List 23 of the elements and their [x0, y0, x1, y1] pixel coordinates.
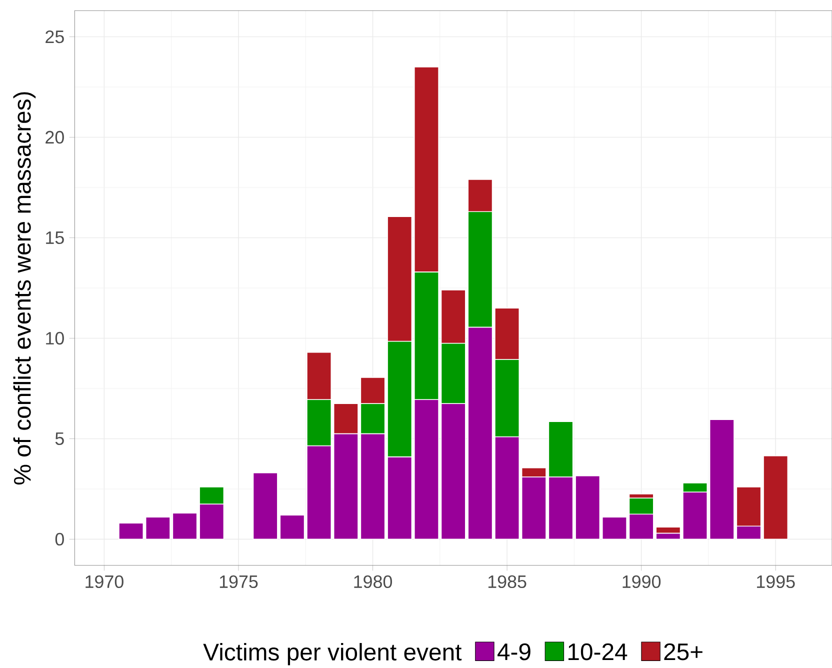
x-tick-label: 1970	[86, 575, 124, 588]
bar	[118, 522, 144, 540]
y-axis-title: % of conflict events were massacres)	[13, 92, 36, 484]
y-tick-label: 0	[55, 532, 64, 546]
y-tick-label: 5	[55, 432, 64, 445]
legend-label: 4-9	[498, 643, 530, 660]
x-tick-label: 1980	[354, 575, 392, 588]
legend-label: 25+	[664, 643, 702, 660]
x-tick-label: 1990	[622, 575, 661, 588]
bar	[575, 476, 600, 540]
x-tick-label: 1995	[757, 575, 795, 588]
bar	[602, 516, 627, 540]
y-tick-label: 20	[46, 130, 64, 144]
x-tick-label: 1975	[220, 575, 258, 588]
bar	[763, 455, 788, 540]
x-tick-label: 1985	[488, 575, 526, 588]
y-tick-label: 25	[46, 30, 64, 44]
y-tick-label: 10	[46, 332, 64, 345]
legend-label: 10-24	[568, 643, 628, 660]
bar	[709, 419, 734, 540]
legend-title: Victims per violent event	[203, 643, 462, 666]
y-tick-label: 15	[46, 232, 64, 244]
bar	[145, 516, 170, 540]
